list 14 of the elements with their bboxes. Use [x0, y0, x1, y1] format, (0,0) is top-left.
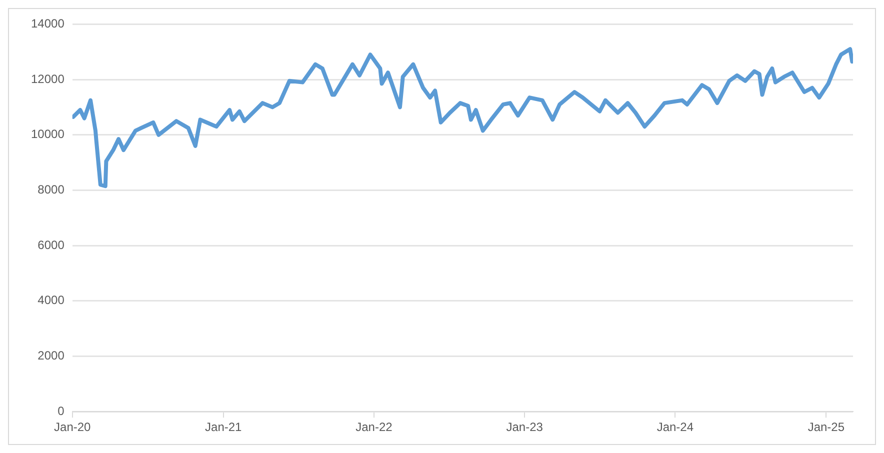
- y-tick-label: 10000: [30, 127, 65, 142]
- x-tick-label: Jan-24: [656, 420, 694, 434]
- y-tick-label: 6000: [38, 238, 65, 252]
- x-tick-label: Jan-25: [808, 420, 845, 434]
- y-tick-label: 0: [58, 404, 65, 418]
- y-tick-label: 8000: [38, 182, 65, 197]
- x-tick-label: Jan-23: [506, 420, 544, 434]
- y-tick-label: 4000: [38, 293, 65, 308]
- y-tick-label: 14000: [30, 16, 65, 31]
- x-tick-label: Jan-20: [54, 420, 92, 434]
- y-tick-label: 12000: [30, 72, 65, 86]
- y-tick-label: 2000: [38, 348, 65, 363]
- x-tick-label: Jan-22: [356, 420, 393, 434]
- x-tick-label: Jan-21: [205, 420, 242, 434]
